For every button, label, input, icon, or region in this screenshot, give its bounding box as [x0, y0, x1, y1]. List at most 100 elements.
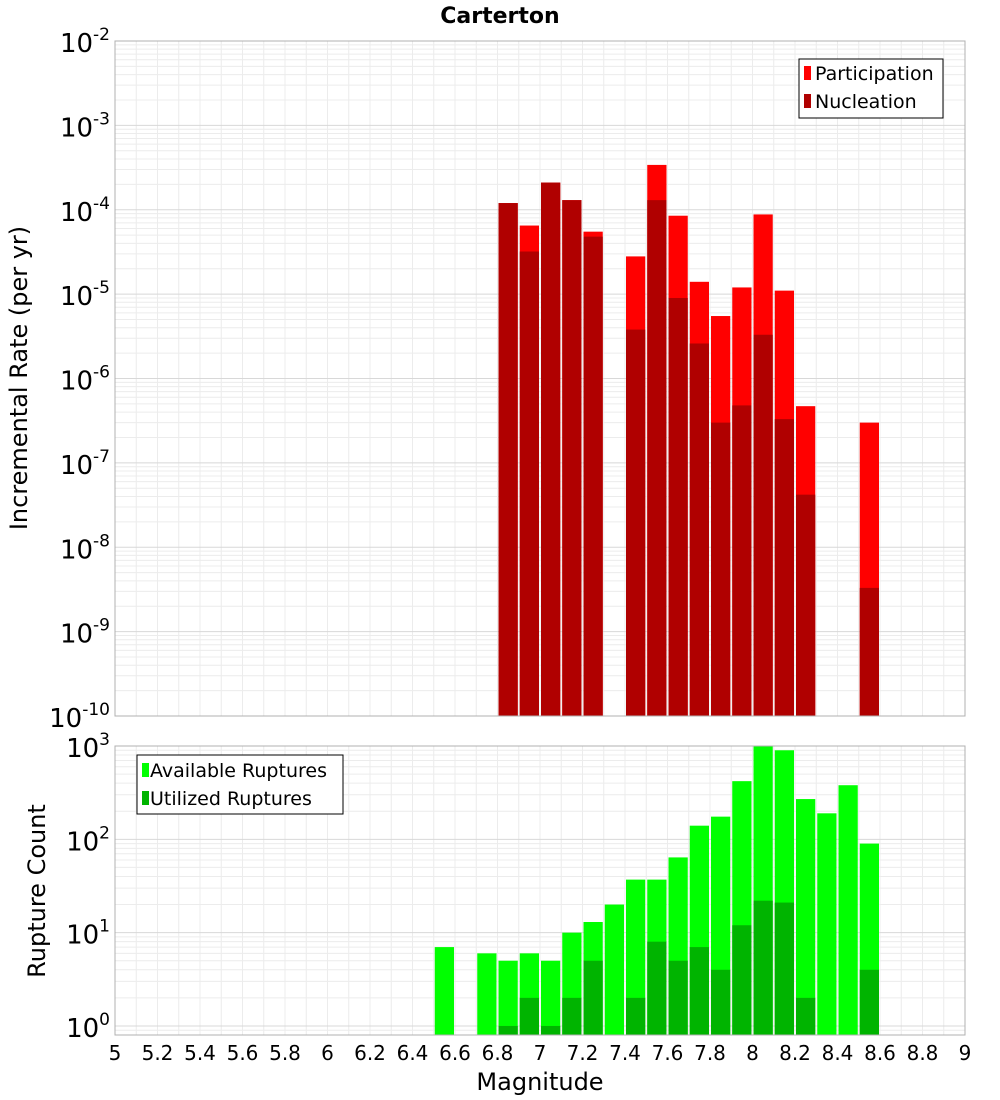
bottom-y-tick-label: 101 [66, 917, 110, 951]
bottom-bar-available-ruptures [796, 799, 816, 1035]
bottom-y-tick-label: 100 [66, 1010, 110, 1044]
top-y-tick-label: 10-6 [60, 363, 110, 397]
bottom-bar-available-ruptures [604, 904, 624, 1035]
bottom-bar-available-ruptures [626, 879, 646, 1035]
bottom-legend: Available Ruptures Utilized Ruptures [136, 754, 344, 815]
top-bar-nucleation [541, 182, 561, 716]
bottom-bar-utilized-ruptures [796, 997, 816, 1035]
available-ruptures-legend-swatch [142, 763, 149, 777]
bottom-bar-utilized-ruptures [562, 997, 582, 1035]
bottom-legend-box [136, 754, 344, 815]
top-bar-nucleation [583, 236, 603, 716]
x-ticks: 5 5.2 5.4 5.6 5.8 6 6.2 6.4 6.6 6.8 7 7.2 7.4 7.6 7.8 8… [109, 1041, 972, 1065]
x-tick-label: 5.6 [227, 1041, 259, 1065]
participation-legend-swatch [804, 66, 811, 80]
bottom-bar-utilized-ruptures [583, 960, 603, 1035]
bottom-plot-frame [114, 745, 966, 1036]
bottom-bar-available-ruptures [498, 960, 518, 1035]
bottom-bar-available-ruptures [477, 953, 497, 1035]
bottom-bar-available-ruptures [541, 960, 561, 1035]
top-plot-frame [114, 40, 966, 717]
top-y-tick-label: 10-2 [60, 25, 110, 59]
bottom-bar-utilized-ruptures [519, 997, 539, 1035]
y-tick-base: 10 [66, 921, 99, 951]
bottom-bar-utilized-ruptures [689, 947, 709, 1035]
top-bar-nucleation [498, 203, 518, 716]
available-ruptures-legend-label: Available Ruptures [150, 760, 327, 782]
top-y-tick-label: 10-10 [49, 700, 110, 734]
y-tick-base: 10 [60, 620, 93, 650]
bottom-bar-utilized-ruptures [859, 969, 879, 1035]
y-tick-exponent: -9 [93, 616, 110, 636]
top-bar-nucleation [753, 334, 773, 716]
bottom-y-tick-label: 103 [66, 730, 110, 764]
x-tick-label: 7.4 [609, 1041, 641, 1065]
top-y-tick-label: 10-5 [60, 278, 110, 312]
y-tick-exponent: 2 [99, 823, 110, 843]
top-bar-nucleation [689, 343, 709, 716]
top-legend: Participation Nucleation [798, 58, 944, 119]
top-bar-nucleation [562, 200, 582, 716]
top-grid [114, 40, 966, 717]
y-tick-exponent: -2 [93, 25, 110, 45]
x-tick-label: 7 [534, 1041, 547, 1065]
y-tick-exponent: -7 [93, 447, 110, 467]
y-tick-base: 10 [60, 367, 93, 397]
bottom-bars [434, 746, 879, 1035]
top-bars [498, 164, 879, 717]
top-y-axis-label: Incremental Rate (per yr) [5, 226, 33, 530]
y-tick-exponent: -10 [82, 700, 110, 720]
top-y-tick-label: 10-8 [60, 531, 110, 565]
x-tick-label: 6.2 [354, 1041, 386, 1065]
bottom-bar-utilized-ruptures [498, 1025, 518, 1035]
bottom-bar-utilized-ruptures [774, 902, 794, 1035]
bottom-bar-utilized-ruptures [753, 900, 773, 1035]
bottom-bar-available-ruptures [838, 785, 858, 1035]
top-y-tick-label: 10-7 [60, 447, 110, 481]
bottom-bar-utilized-ruptures [647, 941, 667, 1035]
x-axis-label: Magnitude [476, 1068, 603, 1096]
top-bar-nucleation [774, 419, 794, 716]
x-tick-label: 6 [321, 1041, 334, 1065]
y-tick-base: 10 [60, 113, 93, 143]
top-y-ticks: 10-210-310-410-510-610-710-810-910-10 [49, 25, 110, 734]
top-bar-nucleation [519, 251, 539, 716]
y-tick-exponent: -3 [93, 109, 110, 129]
x-tick-label: 8.6 [864, 1041, 896, 1065]
y-tick-base: 10 [49, 704, 82, 734]
bottom-bar-available-ruptures [817, 813, 837, 1035]
bottom-bar-utilized-ruptures [711, 969, 731, 1035]
top-bar-nucleation [668, 297, 688, 716]
y-tick-base: 10 [60, 198, 93, 228]
utilized-ruptures-legend-swatch [142, 791, 149, 805]
x-tick-label: 8 [746, 1041, 759, 1065]
x-tick-label: 6.6 [439, 1041, 471, 1065]
bottom-bar-utilized-ruptures [668, 960, 688, 1035]
y-tick-exponent: -6 [93, 363, 110, 383]
x-tick-label: 8.2 [779, 1041, 811, 1065]
x-tick-label: 9 [959, 1041, 972, 1065]
y-tick-base: 10 [60, 29, 93, 59]
top-bar-nucleation [796, 494, 816, 716]
y-tick-base: 10 [60, 451, 93, 481]
y-tick-base: 10 [66, 827, 99, 857]
y-tick-base: 10 [66, 1014, 99, 1044]
x-tick-label: 6.4 [397, 1041, 429, 1065]
top-bar-nucleation [647, 200, 667, 716]
top-legend-box [798, 58, 944, 119]
bottom-y-axis-label: Rupture Count [23, 804, 51, 978]
y-tick-base: 10 [66, 734, 99, 764]
x-tick-label: 5.4 [184, 1041, 216, 1065]
x-tick-label: 6.8 [482, 1041, 514, 1065]
bottom-y-tick-label: 102 [66, 823, 110, 857]
bottom-bar-utilized-ruptures [732, 925, 752, 1035]
x-tick-label: 8.4 [822, 1041, 854, 1065]
top-y-tick-label: 10-9 [60, 616, 110, 650]
chart-title: Carterton [440, 4, 559, 29]
y-tick-exponent: -5 [93, 278, 110, 298]
top-bar-nucleation [859, 587, 879, 716]
y-tick-exponent: 0 [99, 1010, 110, 1030]
x-tick-label: 5.2 [142, 1041, 174, 1065]
participation-legend-label: Participation [815, 63, 934, 85]
